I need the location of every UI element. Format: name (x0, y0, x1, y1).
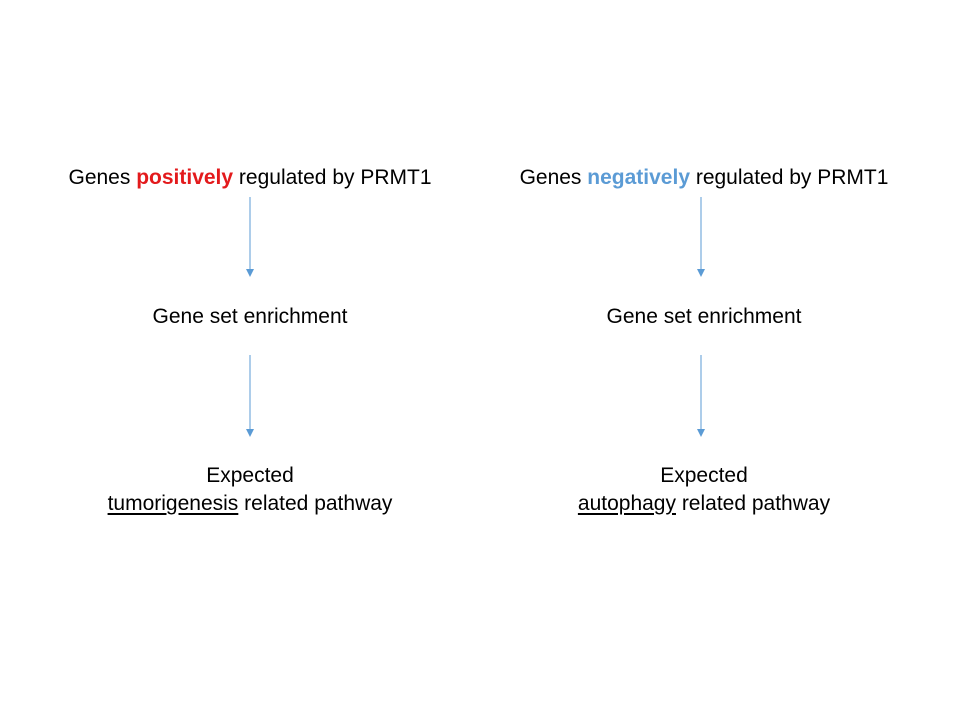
arrow-left-1 (246, 197, 254, 277)
right-header-suffix: regulated by PRMT1 (690, 166, 889, 189)
right-header: Genes negatively regulated by PRMT1 (474, 164, 934, 192)
arrow-right-1 (697, 197, 705, 277)
left-result-line2: tumorigenesis related pathway (20, 490, 480, 518)
left-enrichment-step: Gene set enrichment (152, 305, 348, 328)
left-header-prefix: Genes (68, 166, 137, 189)
right-result-line1: Expected (660, 464, 748, 487)
right-header-highlight: negatively (587, 166, 690, 189)
left-result-rest: related pathway (238, 492, 393, 515)
left-header-highlight: positively (136, 166, 234, 189)
left-header-suffix: regulated by PRMT1 (233, 166, 432, 189)
right-enrichment-step: Gene set enrichment (606, 305, 802, 328)
right-result-line2: autophagy related pathway (474, 490, 934, 518)
arrow-right-2 (697, 355, 705, 437)
right-result-keyword: autophagy (577, 492, 676, 515)
left-result-keyword: tumorigenesis (107, 492, 239, 515)
right-result-rest: related pathway (675, 492, 831, 515)
arrow-left-2 (246, 355, 254, 437)
left-result: Expected tumorigenesis related pathway (20, 462, 480, 518)
right-header-prefix: Genes (519, 166, 588, 189)
right-result: Expected autophagy related pathway (474, 462, 934, 518)
left-result-line1: Expected (206, 464, 294, 487)
left-header: Genes positively regulated by PRMT1 (20, 164, 480, 192)
